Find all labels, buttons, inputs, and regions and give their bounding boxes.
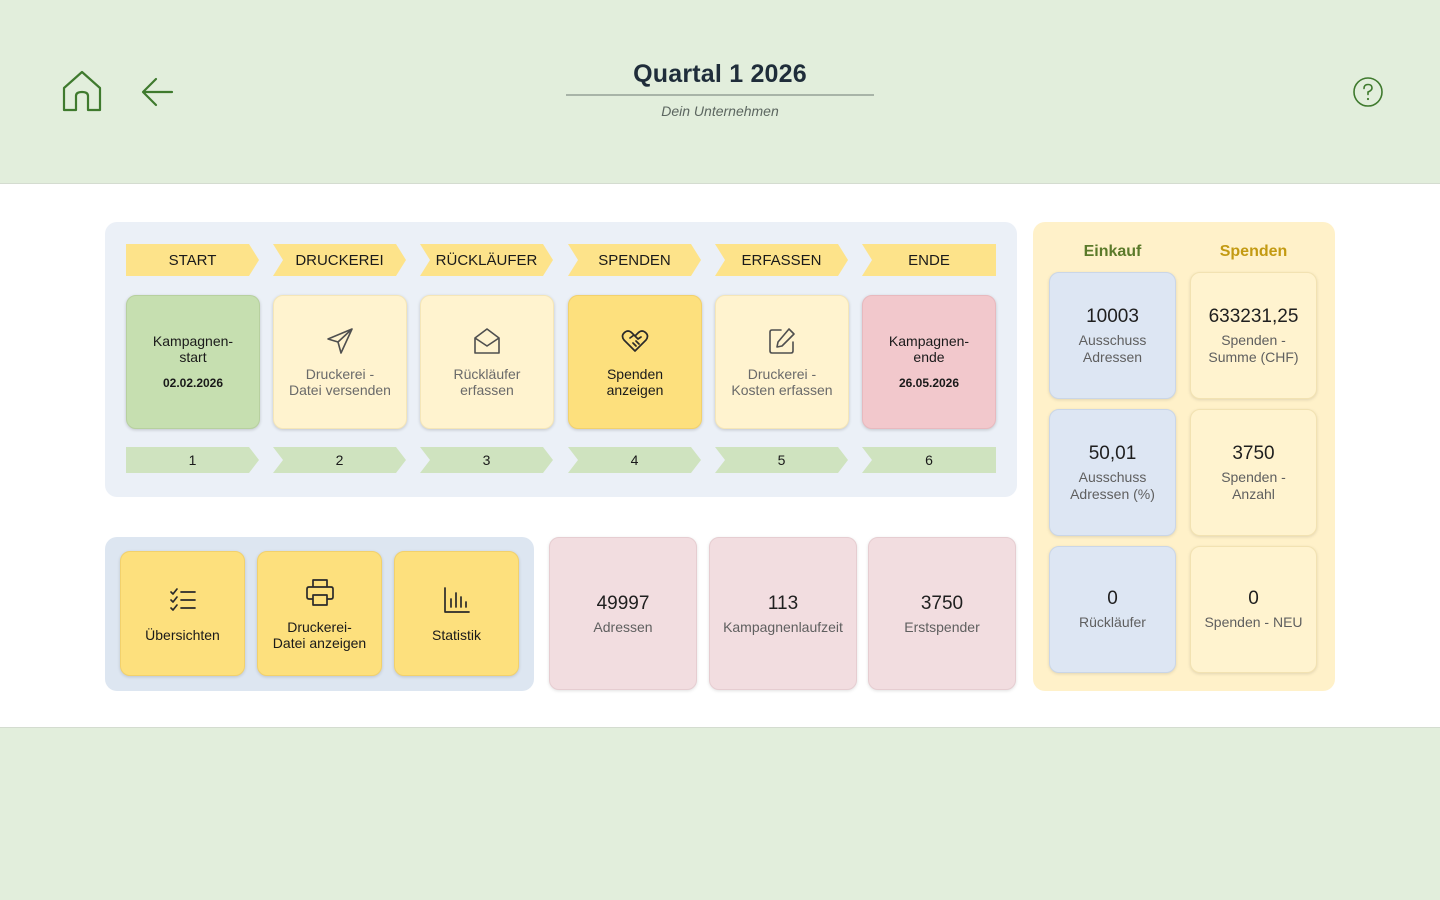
send-icon	[327, 328, 353, 354]
step-card-kampagnenstart: Kampagnen- start 02.02.2026	[126, 295, 260, 429]
summary-spenden-summe: 633231,25 Spenden - Summe (CHF)	[1190, 272, 1317, 399]
action-panel: Übersichten Druckerei- Datei anzeigen St…	[105, 537, 534, 691]
back-button[interactable]	[138, 72, 178, 112]
summary-label: Rückläufer	[1079, 614, 1146, 631]
summary-value: 50,01	[1088, 442, 1137, 464]
stat-value: 113	[767, 592, 799, 614]
action-label-line1: Druckerei-	[287, 618, 352, 635]
spenden-header: Spenden	[1219, 243, 1288, 260]
summary-label-line1: Spenden -	[1221, 331, 1286, 348]
home-icon	[62, 70, 102, 112]
checklist-icon	[169, 587, 196, 611]
stat-card-kampagnenlaufzeit: 113 Kampagnenlaufzeit	[709, 537, 857, 690]
action-label-line1: Statistik	[431, 626, 481, 643]
start-date: 02.02.2026	[162, 376, 224, 390]
header: Quartal 1 2026 Dein Unternehmen	[0, 0, 1440, 183]
summary-label-line1: Ausschuss	[1078, 468, 1147, 485]
step-card-ruecklaeufer-erfassen[interactable]: Rückläufer erfassen	[420, 295, 554, 429]
phase-ruecklaeufer: RÜCKLÄUFER	[420, 244, 553, 276]
stat-label: Adressen	[593, 618, 653, 635]
einkauf-header: Einkauf	[1083, 243, 1142, 260]
end-date: 26.05.2026	[898, 376, 960, 390]
step-number: 6	[862, 447, 996, 473]
step-label-line1: Kampagnen-	[152, 333, 234, 349]
summary-label-line1: Rückläufer	[1079, 614, 1146, 630]
step-label-line2: start	[179, 349, 207, 365]
page-title: Quartal 1 2026	[566, 60, 874, 96]
phase-spenden: SPENDEN	[568, 244, 701, 276]
step-number: 3	[420, 447, 553, 473]
step-label-line2: Datei versenden	[289, 382, 391, 398]
step-number: 4	[568, 447, 701, 473]
stat-label: Kampagnenlaufzeit	[723, 618, 843, 635]
summary-spenden-anzahl: 3750 Spenden - Anzahl	[1190, 409, 1317, 536]
step-label-line1: Spenden	[606, 366, 664, 382]
summary-label-line2: Adressen	[1082, 348, 1143, 365]
process-panel: START DRUCKEREI RÜCKLÄUFER SPENDEN ERFAS…	[105, 222, 1017, 497]
home-button[interactable]	[60, 68, 104, 114]
summary-value: 633231,25	[1208, 305, 1299, 327]
page-subtitle: Dein Unternehmen	[661, 103, 779, 119]
main-content: START DRUCKEREI RÜCKLÄUFER SPENDEN ERFAS…	[0, 183, 1440, 728]
summary-label-line2: Adressen (%)	[1070, 485, 1155, 502]
stat-value: 3750	[920, 592, 964, 614]
summary-ausschuss-adressen: 10003 Ausschuss Adressen	[1049, 272, 1176, 399]
stat-card-adressen: 49997 Adressen	[549, 537, 697, 690]
phase-start: START	[126, 244, 259, 276]
handshake-heart-icon	[621, 330, 649, 352]
step-card-druckerei-datei-versenden[interactable]: Druckerei - Datei versenden	[273, 295, 407, 429]
help-circle-icon	[1353, 77, 1383, 107]
uebersichten-button[interactable]: Übersichten	[120, 551, 245, 676]
phase-erfassen: ERFASSEN	[715, 244, 848, 276]
step-card-kampagnenende: Kampagnen- ende 26.05.2026	[862, 295, 996, 429]
druckerei-datei-anzeigen-button[interactable]: Druckerei- Datei anzeigen	[257, 551, 382, 676]
summary-panel: Einkauf Spenden 10003 Ausschuss Adressen…	[1033, 222, 1335, 691]
summary-label: Spenden - NEU	[1204, 614, 1302, 631]
summary-ausschuss-adressen-prozent: 50,01 Ausschuss Adressen (%)	[1049, 409, 1176, 536]
summary-ruecklaeufer: 0 Rückläufer	[1049, 546, 1176, 673]
action-label-line1: Übersichten	[145, 626, 220, 643]
step-label-line1: Rückläufer	[453, 366, 521, 382]
summary-value: 0	[1248, 588, 1259, 609]
summary-label-line2: Anzahl	[1232, 485, 1275, 502]
summary-label-line1: Ausschuss	[1078, 331, 1147, 348]
title-block: Quartal 1 2026 Dein Unternehmen	[566, 60, 874, 119]
step-label-line1: Kampagnen-	[888, 333, 970, 349]
edit-icon	[769, 328, 795, 354]
summary-value: 3750	[1232, 442, 1275, 464]
summary-label-line1: Spenden - NEU	[1204, 614, 1303, 630]
step-number: 2	[273, 447, 406, 473]
summary-label-line2: Summe (CHF)	[1208, 348, 1299, 365]
phase-ende: ENDE	[862, 244, 996, 276]
phase-druckerei: DRUCKEREI	[273, 244, 406, 276]
stat-label: Erstspender	[904, 618, 980, 635]
step-label-line2: anzeigen	[606, 382, 664, 398]
step-number: 1	[126, 447, 259, 473]
summary-value: 10003	[1086, 305, 1139, 327]
help-button[interactable]	[1352, 76, 1384, 108]
stat-value: 49997	[596, 592, 650, 614]
bar-chart-icon	[443, 586, 470, 613]
step-label-line2: Kosten erfassen	[731, 382, 833, 398]
summary-spenden-neu: 0 Spenden - NEU	[1190, 546, 1317, 673]
summary-label: Spenden - Summe (CHF)	[1208, 332, 1298, 366]
step-label-line1: Druckerei -	[747, 366, 817, 382]
summary-label: Spenden - Anzahl	[1221, 469, 1286, 503]
step-label-line2: ende	[913, 349, 945, 365]
mail-open-icon	[474, 328, 500, 354]
arrow-left-icon	[141, 77, 174, 107]
step-label-line2: erfassen	[460, 382, 514, 398]
step-card-druckerei-kosten-erfassen[interactable]: Druckerei - Kosten erfassen	[715, 295, 849, 429]
printer-icon	[305, 578, 334, 606]
summary-label: Ausschuss Adressen	[1079, 332, 1147, 366]
statistik-button[interactable]: Statistik	[394, 551, 519, 676]
summary-value: 0	[1107, 588, 1118, 609]
step-number: 5	[715, 447, 848, 473]
stat-card-erstspender: 3750 Erstspender	[868, 537, 1016, 690]
action-label-line2: Datei anzeigen	[272, 634, 367, 651]
step-card-spenden-anzeigen[interactable]: Spenden anzeigen	[568, 295, 702, 429]
summary-label: Ausschuss Adressen (%)	[1070, 469, 1155, 503]
step-label-line1: Druckerei -	[305, 366, 375, 382]
summary-label-line1: Spenden -	[1221, 468, 1286, 485]
